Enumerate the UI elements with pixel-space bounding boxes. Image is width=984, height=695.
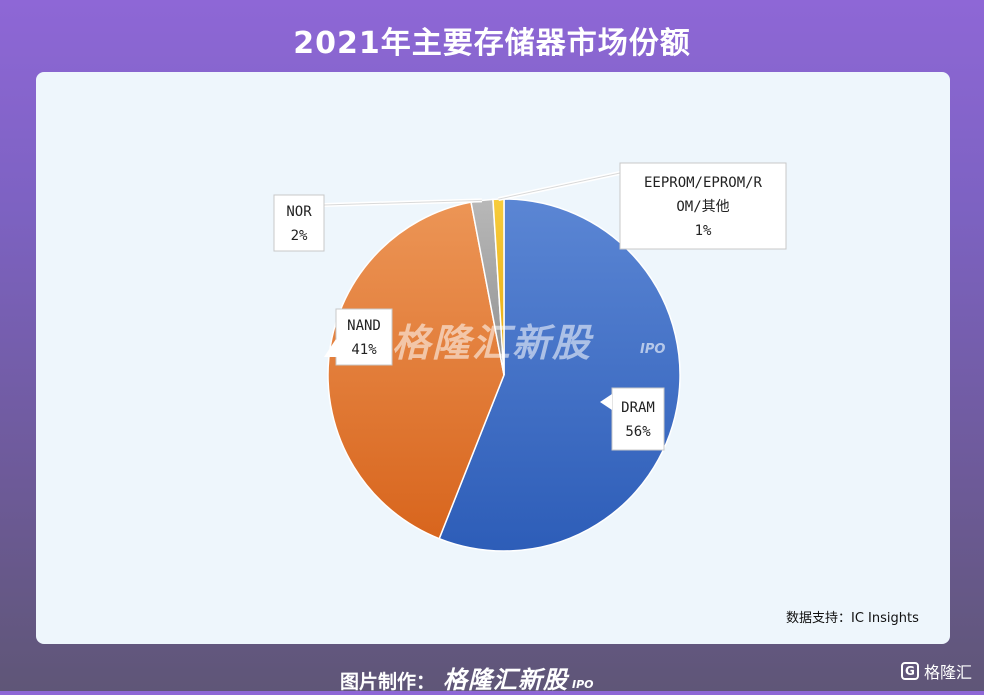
data-label-value-2: 2% [291,228,308,244]
data-label-2: NOR 2% [273,194,482,252]
leader-line-edge-3 [498,172,621,200]
leader-line-edge-2 [323,199,482,206]
footer-brand-suffix: IPO [572,678,594,691]
footer-credit-label: 图片制作： [340,671,436,693]
corner-logo: G 格隆汇 [900,659,972,683]
data-label-name-3: EEPROM/EPROM/R [644,175,763,191]
footer-credit: 图片制作： 格隆汇新股 IPO [340,660,594,695]
data-label-1: NAND 41% [324,308,393,366]
corner-logo-text: 格隆汇 [923,663,972,682]
data-label-name-2: NOR [286,204,312,220]
data-label-pointer-1 [324,339,344,357]
data-label-value-3: 1% [695,223,712,239]
data-label-box-1 [335,308,393,366]
data-label-box-3 [619,162,787,250]
data-label-box-2 [273,194,325,252]
data-label-name-0: DRAM [621,400,655,416]
watermark-suffix: IPO [640,342,666,357]
data-label-3: EEPROM/EPROM/R OM/其他 1% [498,162,787,250]
data-label-pointer-0 [600,394,612,410]
data-label-name-3: OM/其他 [676,199,729,215]
data-label-name-1: NAND [347,318,381,334]
page-title: 2021年主要存储器市场份额 [293,26,691,61]
data-label-value-1: 41% [351,342,377,358]
data-label-0: DRAM 56% [600,387,665,451]
source-note: 数据支持：IC Insights [786,611,919,626]
chart-panel: DRAM 56% NAND 41% NOR 2% EEPROM/EPROM/R OM/其他 1%… [36,72,950,644]
brand-logo-icon: G [900,662,919,680]
pie-slice-dram [438,198,681,552]
data-label-box-0 [611,387,665,451]
footer-brand: 格隆汇新股 [443,666,569,694]
pie-slice-nand [327,201,505,540]
data-label-value-0: 56% [625,424,651,440]
pie-chart: DRAM 56% NAND 41% NOR 2% EEPROM/EPROM/R OM/其他 1% [273,162,787,552]
